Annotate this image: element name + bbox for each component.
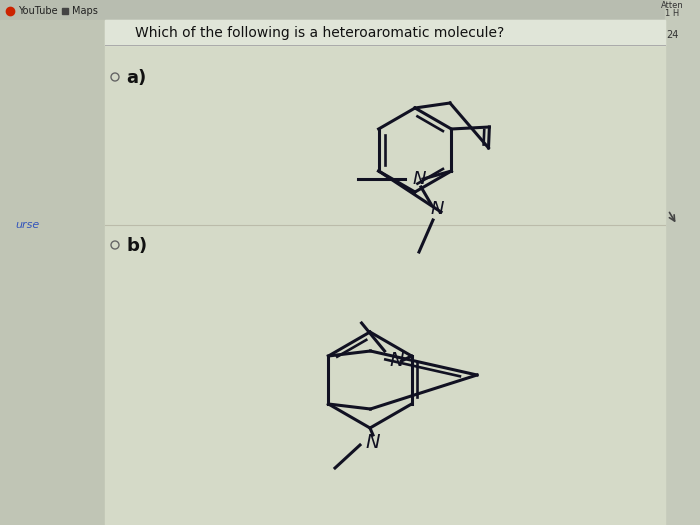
Text: urse: urse (15, 220, 39, 230)
Text: N: N (431, 200, 444, 218)
Bar (105, 20, 665, 525)
Bar (105, 20, 665, 45)
Text: Atten: Atten (661, 1, 683, 9)
Text: N: N (390, 352, 404, 371)
Text: b): b) (126, 237, 147, 255)
Bar (665, 0, 700, 525)
Text: 1 H: 1 H (665, 9, 679, 18)
Circle shape (111, 73, 119, 81)
Bar (0, 0, 700, 20)
Text: YouTube: YouTube (18, 6, 57, 16)
Text: Maps: Maps (72, 6, 98, 16)
Bar (0, 20, 105, 525)
Text: a): a) (126, 69, 146, 87)
Circle shape (111, 241, 119, 249)
Text: N: N (413, 170, 426, 188)
Text: 24: 24 (666, 30, 678, 40)
Text: Which of the following is a heteroaromatic molecule?: Which of the following is a heteroaromat… (135, 26, 504, 40)
Text: N: N (365, 434, 379, 453)
